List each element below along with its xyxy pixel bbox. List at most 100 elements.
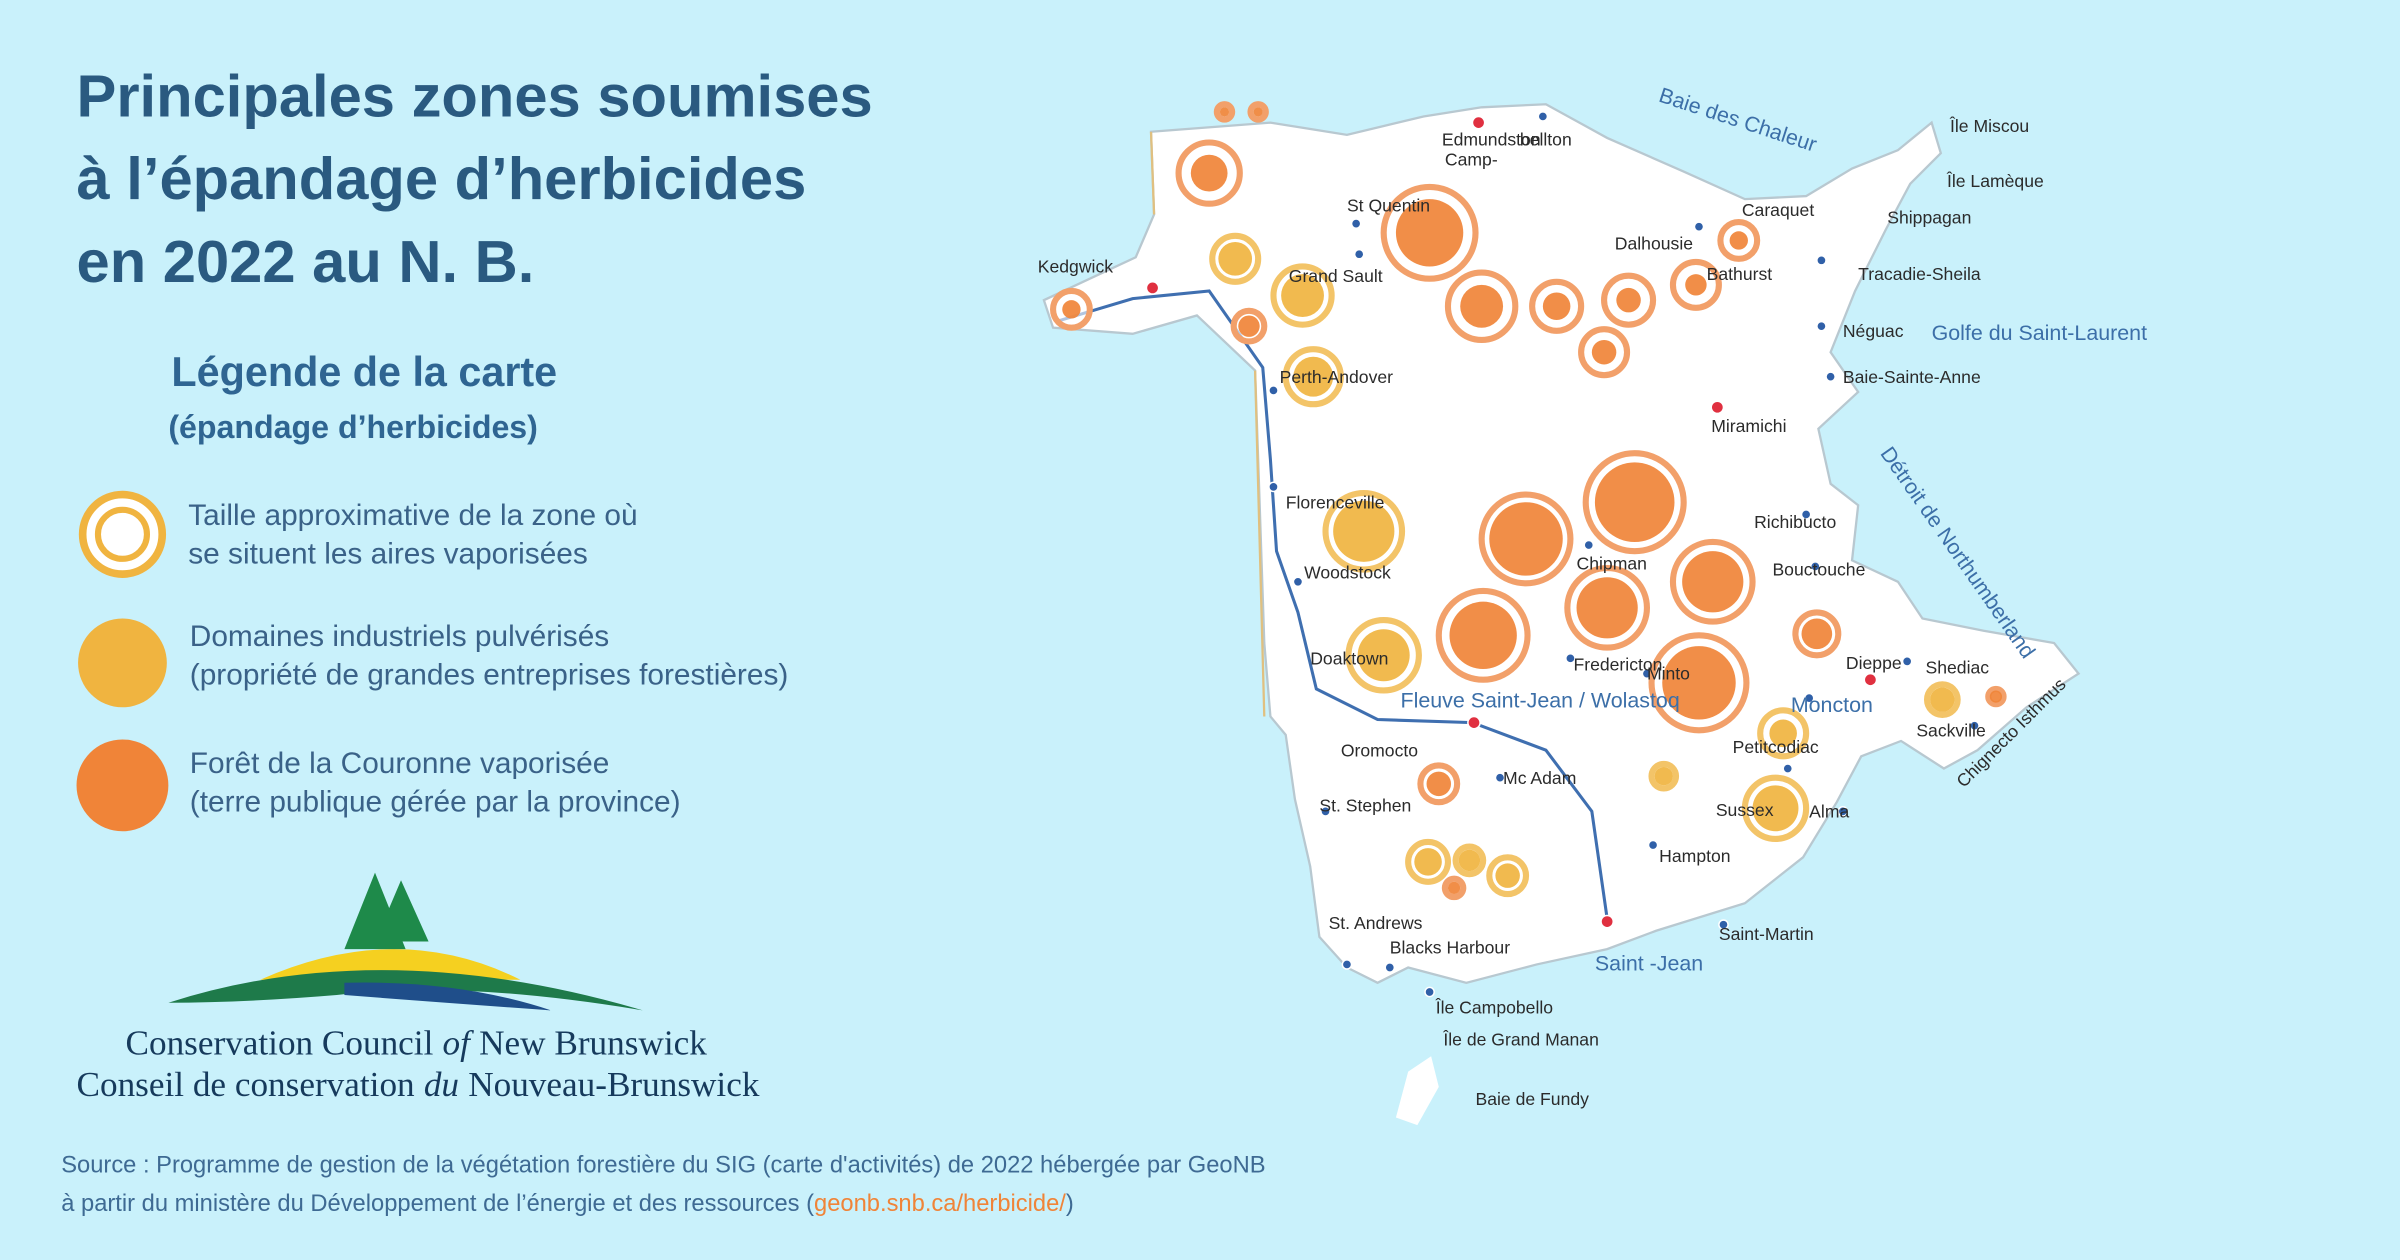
zone-area [1662,646,1736,720]
logo-text: Conseil de conservation du Nouveau-Brunswi… [77,1065,760,1104]
map-label: Miramichi [1711,416,1786,436]
city-marker [1424,986,1435,998]
logo-trees [344,872,429,950]
map-label: St Quentin [1347,195,1430,215]
zone-area [1219,107,1230,117]
zone-area [1654,766,1673,786]
zone-area [1752,785,1799,832]
zone-area [1685,274,1707,296]
logo-part: Conseil de conservation [77,1065,416,1104]
city-marker [1145,281,1160,295]
city-marker [1320,806,1331,817]
title: Principales zones soumises à l’épandage … [77,62,873,294]
city-marker [1600,914,1615,929]
zone-area [1357,629,1410,682]
map-label: Fredericton [1573,655,1662,675]
logo-part: Nouveau-Brunswick [468,1065,760,1104]
city-markers [1145,111,1980,998]
map-label: Île de Grand Manan [1442,1030,1599,1050]
logo-part: of [443,1024,475,1063]
city-marker [1863,672,1878,687]
city-marker [1494,772,1506,784]
city-marker [1825,371,1836,383]
zone-area [1729,231,1748,250]
zone-area [1426,771,1452,797]
city-marker [1292,576,1304,588]
map-label: Golfe du Saint-Laurent [1932,321,2147,345]
map-label: Saint -Jean [1595,952,1703,976]
city-marker [1710,400,1725,415]
map-label: Florenceville [1286,492,1385,512]
zone-area [1576,577,1638,639]
source: Source : Programme de gestion de la végé… [61,1153,1265,1217]
zones [1050,101,2007,901]
map-label: Bouctouche [1772,560,1865,580]
zone-area [1591,339,1617,365]
city-marker [1718,919,1729,931]
legend-industrial-icon [78,618,167,708]
map-label: Saint-Isidore [0,0,99,4]
title-line: en 2022 au N. B. [77,228,535,295]
legend-subtitle: (épandage d’herbicides) [168,409,538,445]
title-line: à l’épandage d’herbicides [77,145,807,212]
river [1055,289,1609,919]
city-marker [1353,248,1365,260]
map-label: Île Miscou [1949,116,2029,136]
zone-area [1616,287,1641,313]
map-label: Néguac [1843,321,1904,341]
zone-area [1930,687,1955,712]
map-label: Dieppe [1846,653,1902,673]
legend-text: Taille approximative de la zone où [188,499,637,532]
logo-sun [260,949,521,980]
zone-area [1682,551,1744,613]
map-label: Shippagan [1887,208,1971,228]
legend-ring-icon [94,506,150,562]
city-marker [1341,959,1353,970]
city-marker [1467,715,1481,730]
zone-area [1495,863,1520,888]
map-label: Camp- [1445,149,1498,169]
map-label: Tracadie-Sheila [1858,264,1981,284]
city-marker [1565,652,1576,664]
city-marker [1803,692,1815,704]
map-label: Petitcodiac [1733,737,1819,757]
city-marker [1816,255,1827,266]
logo-land [168,970,643,1011]
map-label: Île Campobello [1435,997,1554,1017]
city-marker [1647,839,1659,851]
zone-area [1489,502,1563,576]
map-label: Bathurst [1707,264,1773,284]
zone-area [1458,849,1481,872]
zone-area [1281,274,1324,317]
city-marker [1782,763,1794,774]
city-marker [1693,221,1705,233]
legend-text: se situent les aires vaporisées [188,537,588,570]
city-marker [1384,962,1396,973]
map-label: Woodstock [1304,563,1391,583]
map-label: Shediac [1926,658,1990,678]
zone-area [1542,292,1571,321]
map-label: Blacks Harbour [1390,938,1510,958]
zone-area [1449,601,1517,670]
zone-area [1395,199,1464,267]
zone-area [1460,284,1504,328]
zone-area [1253,107,1263,117]
legend-text: (propriété de grandes entreprises forest… [190,658,789,691]
map-label: Oromocto [1341,740,1418,760]
map-label: St. Stephen [1319,795,1411,815]
map-label: Saint-Martin [1719,924,1814,944]
map-label: Minto [1647,664,1690,684]
zone-area [1801,618,1833,650]
zone-area [1447,881,1461,895]
map-label: Caraquet [1742,200,1814,220]
city-marker [1583,539,1595,551]
legend-title: Légende de la carte [171,349,557,395]
source-link[interactable]: geonb.snb.ca/herbicide/ [814,1191,1066,1217]
map-label: Sackville [1916,720,1985,740]
map-label: Perth-Andover [1280,367,1394,387]
city-marker [1816,320,1827,332]
map-label: Richibucto [1754,512,1836,532]
source-text: à partir du ministère du Développement d… [61,1191,1074,1217]
